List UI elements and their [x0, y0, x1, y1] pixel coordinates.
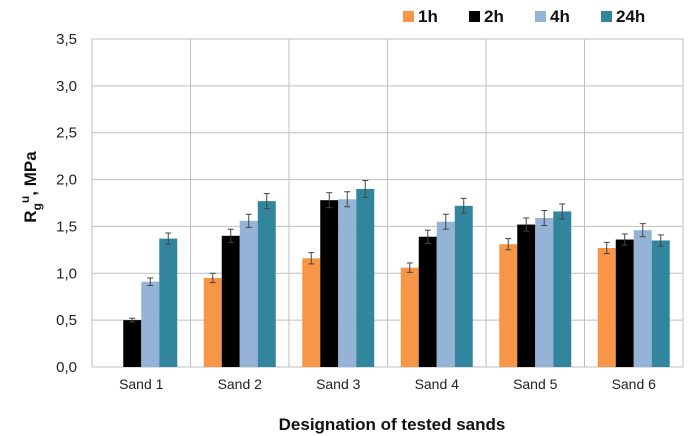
legend: 1h 2h 4h 24h — [403, 7, 645, 26]
bar-4h-sand-6 — [633, 230, 652, 367]
bar-1h-sand-2 — [203, 277, 222, 367]
y-tick-label: 1,5 — [56, 218, 77, 235]
bar-24h-sand-3 — [356, 188, 375, 367]
bar-2h-sand-5 — [517, 224, 536, 367]
error-bars — [129, 180, 664, 323]
bar-1h-sand-6 — [597, 247, 616, 367]
bar-2h-sand-2 — [221, 235, 240, 367]
x-category-label: Sand 2 — [218, 376, 263, 392]
legend-label-24h: 24h — [616, 7, 645, 26]
y-tick-label: 0,5 — [56, 312, 77, 329]
legend-label-1h: 1h — [418, 7, 438, 26]
y-axis-ticks: 0,0 0,5 1,0 1,5 2,0 2,5 3,0 3,5 — [56, 31, 77, 376]
bar-24h-sand-5 — [553, 211, 572, 367]
grid — [91, 38, 684, 368]
x-axis-categories: Sand 1 Sand 2 Sand 3 Sand 4 Sand 5 Sand 6 — [119, 376, 656, 392]
y-axis-label: Rgu, MPa — [18, 151, 44, 223]
legend-swatch-2h — [469, 11, 480, 22]
x-category-label: Sand 6 — [612, 376, 657, 392]
x-axis-label: Designation of tested sands — [279, 415, 506, 434]
bar-1h-sand-3 — [302, 258, 321, 367]
bar-24h-sand-4 — [454, 205, 473, 367]
x-category-label: Sand 4 — [415, 376, 460, 392]
bar-2h-sand-6 — [615, 239, 634, 367]
bar-4h-sand-3 — [338, 199, 357, 367]
bar-2h-sand-1 — [123, 320, 142, 367]
bar-4h-sand-4 — [436, 221, 455, 367]
y-tick-label: 3,0 — [56, 78, 77, 95]
y-tick-label: 3,5 — [56, 31, 77, 48]
y-tick-label: 2,5 — [56, 125, 77, 142]
x-category-label: Sand 1 — [119, 376, 164, 392]
bar-4h-sand-2 — [239, 220, 258, 367]
bar-24h-sand-1 — [159, 238, 178, 367]
y-label-sup: u — [18, 196, 32, 203]
bar-4h-sand-5 — [535, 217, 554, 367]
bar-2h-sand-4 — [418, 236, 437, 367]
bar-2h-sand-3 — [320, 200, 339, 367]
y-tick-label: 0,0 — [56, 359, 77, 376]
y-tick-label: 2,0 — [56, 172, 77, 189]
legend-swatch-1h — [403, 11, 414, 22]
bar-1h-sand-5 — [499, 244, 518, 367]
bar-1h-sand-4 — [400, 267, 419, 367]
bar-4h-sand-1 — [141, 281, 160, 367]
y-tick-label: 1,0 — [56, 265, 77, 282]
y-label-base: R — [21, 210, 40, 222]
x-category-label: Sand 5 — [513, 376, 558, 392]
x-category-label: Sand 3 — [316, 376, 361, 392]
legend-label-4h: 4h — [550, 7, 570, 26]
bar-24h-sand-6 — [651, 240, 670, 367]
bar-24h-sand-2 — [257, 201, 276, 367]
legend-swatch-24h — [601, 11, 612, 22]
legend-label-2h: 2h — [484, 7, 504, 26]
y-label-sub: g — [30, 203, 44, 210]
legend-swatch-4h — [535, 11, 546, 22]
y-label-rest: , MPa — [21, 151, 40, 196]
bars — [123, 188, 670, 367]
